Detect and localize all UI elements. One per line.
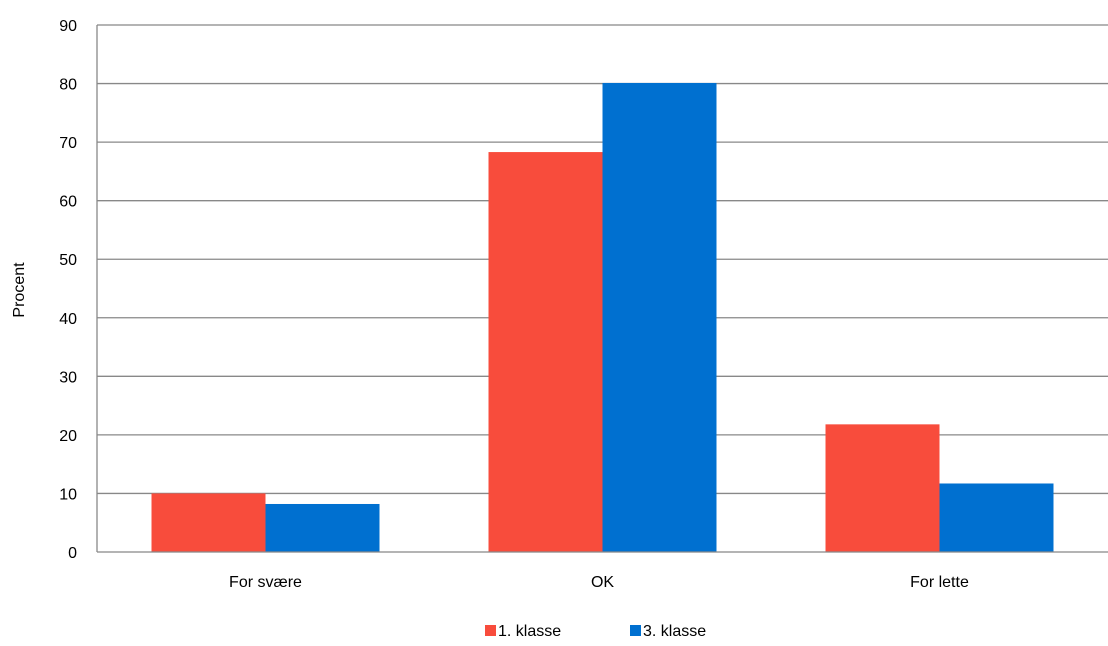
y-tick-label: 0 — [68, 545, 77, 562]
bar-1-klasse-0 — [151, 493, 266, 552]
bar-3-klasse-0 — [265, 503, 380, 552]
y-tick-label: 40 — [59, 311, 77, 328]
y-axis-title: Procent — [11, 262, 28, 318]
bar-1-klasse-2 — [825, 424, 940, 552]
y-tick-label: 50 — [59, 252, 77, 269]
legend-swatch — [630, 625, 641, 636]
y-tick-label: 20 — [59, 428, 77, 445]
x-category-label: For lette — [910, 574, 969, 591]
bar-1-klasse-1 — [488, 152, 603, 552]
bars — [151, 82, 1054, 552]
bar-3-klasse-1 — [602, 82, 717, 552]
x-category-labels: For svære OK For lette — [229, 574, 969, 591]
y-tick-label: 90 — [59, 18, 77, 35]
x-category-label: OK — [591, 574, 614, 591]
y-tick-label: 70 — [59, 135, 77, 152]
legend: 1. klasse 3. klasse — [485, 623, 706, 640]
legend-label: 3. klasse — [643, 623, 706, 640]
y-tick-labels: 0 10 20 30 40 50 60 70 80 90 — [59, 18, 77, 562]
x-category-label: For svære — [229, 574, 302, 591]
y-tick-label: 60 — [59, 194, 77, 211]
y-tick-label: 10 — [59, 486, 77, 503]
y-tick-label: 80 — [59, 77, 77, 94]
legend-swatch — [485, 625, 496, 636]
bar-3-klasse-2 — [939, 483, 1054, 552]
axes — [96, 25, 1108, 553]
legend-label: 1. klasse — [498, 623, 561, 640]
y-tick-label: 30 — [59, 369, 77, 386]
